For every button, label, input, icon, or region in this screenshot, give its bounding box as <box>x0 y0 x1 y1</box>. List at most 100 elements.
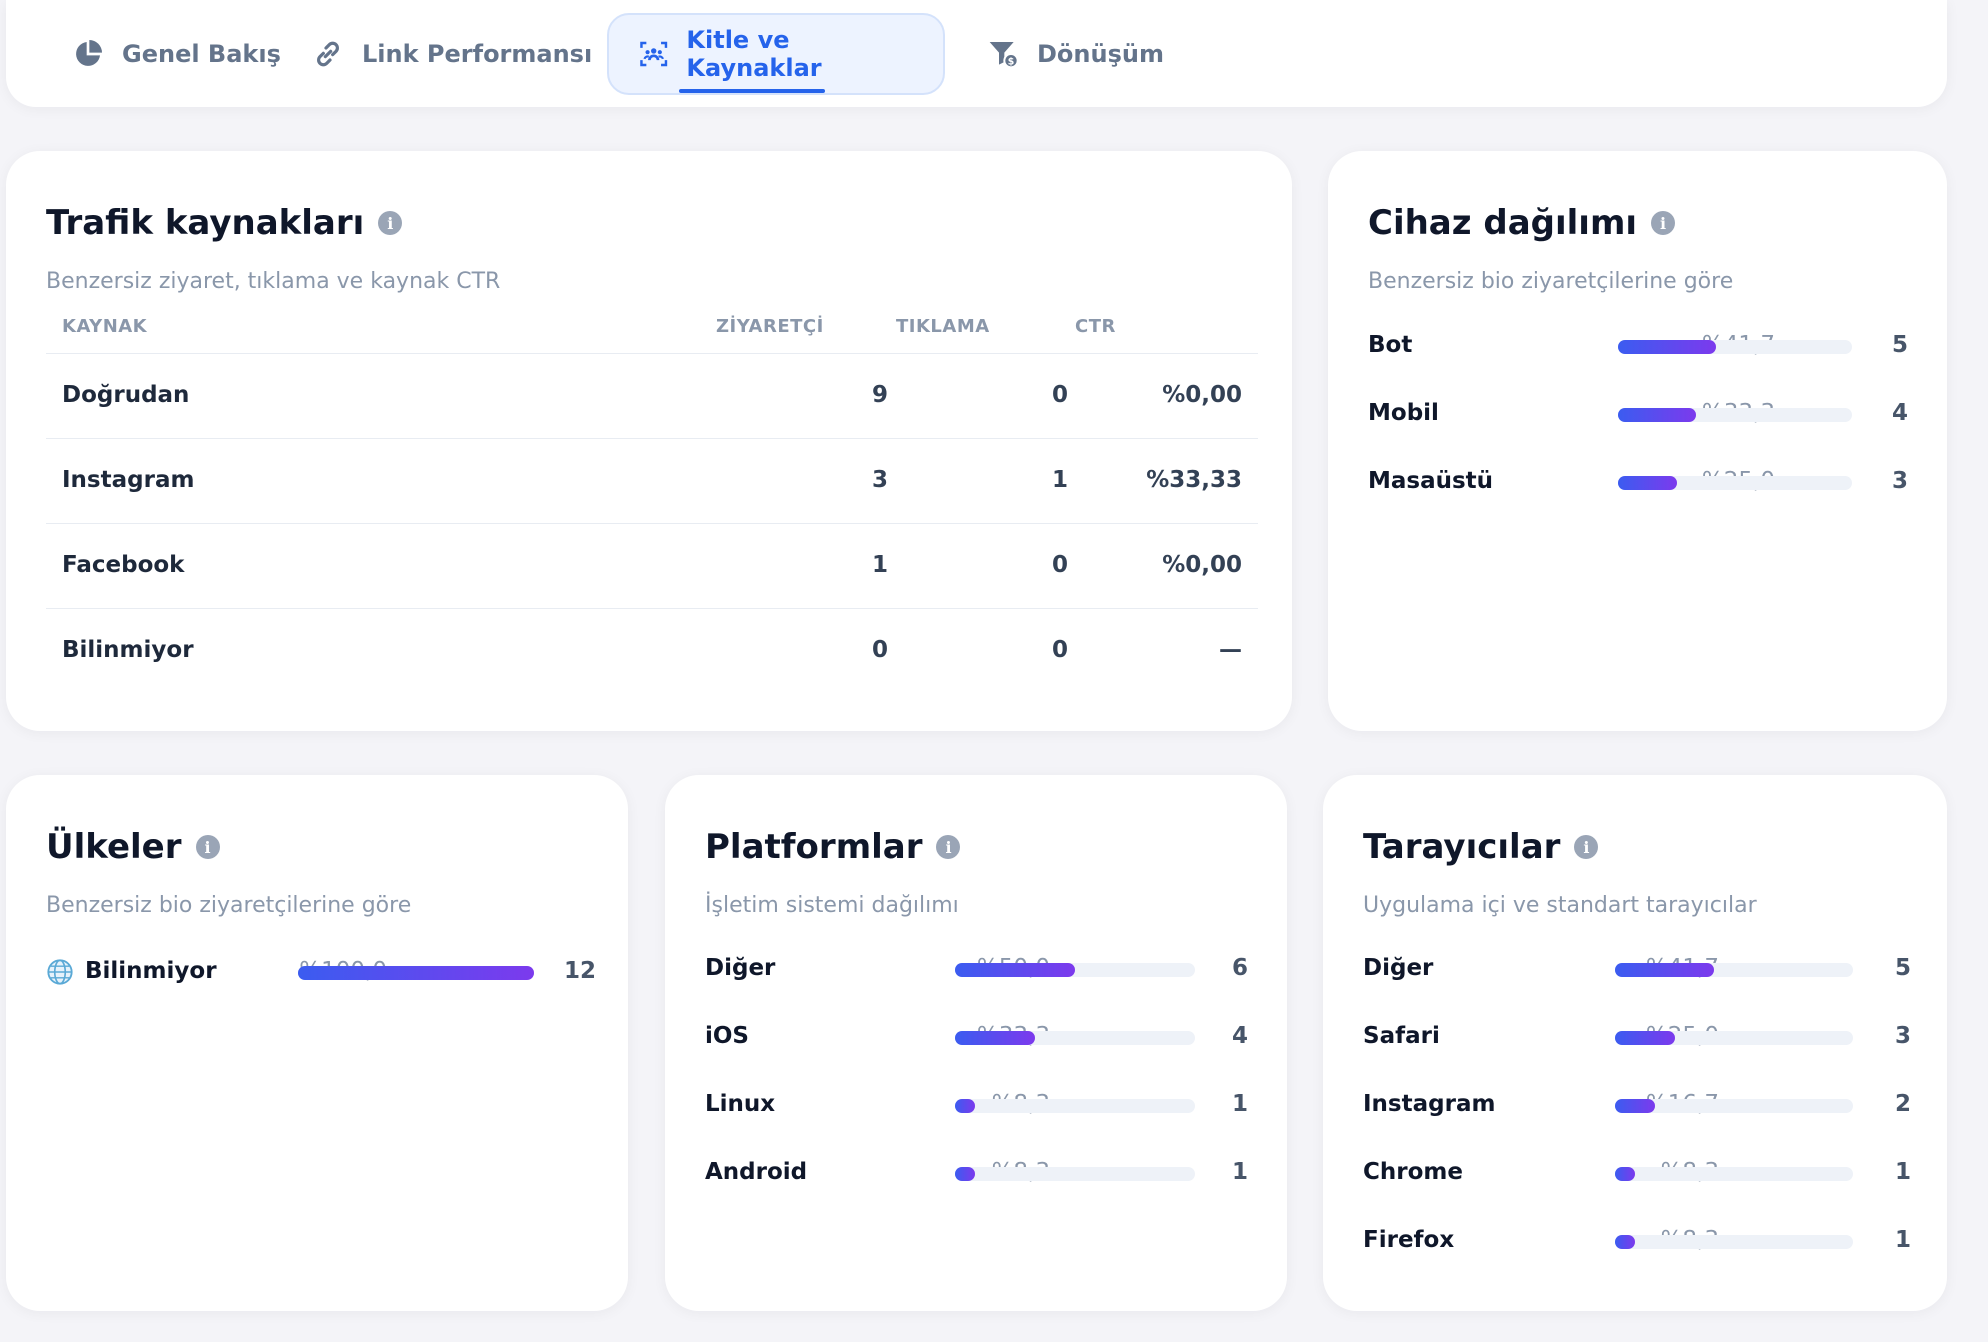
ctr-value: — <box>1219 637 1242 663</box>
bar-count: 5 <box>1891 332 1908 358</box>
visitors-value: 3 <box>871 467 888 493</box>
bar-label: Diğer <box>705 955 776 981</box>
table-row[interactable]: Bilinmiyor 0 0 — <box>46 609 1258 694</box>
card-subtitle: Benzersiz ziyaret, tıklama ve kaynak CTR <box>46 269 501 294</box>
column-header-visitors[interactable]: ZİYARETÇİ <box>716 316 824 337</box>
tab-label: Link Performansı <box>362 40 593 68</box>
bar-track <box>955 1099 1195 1113</box>
card-title: Trafik kaynakları i <box>46 203 403 243</box>
bar-label: Android <box>705 1159 808 1185</box>
bar-row[interactable]: Bot%41,75 <box>1368 326 1908 366</box>
bar-fill <box>1618 476 1677 490</box>
bar-label: Safari <box>1363 1023 1440 1049</box>
browsers-card: Tarayıcılar i Uygulama içi ve standart t… <box>1323 775 1947 1311</box>
bar-label: Chrome <box>1363 1159 1463 1185</box>
tab-genel-bakis[interactable]: Genel Bakış <box>42 13 311 95</box>
bar-row[interactable]: Mobil%33,34 <box>1368 394 1908 434</box>
bar-count: 2 <box>1894 1091 1911 1117</box>
table-row[interactable]: Facebook 1 0 %0,00 <box>46 524 1258 609</box>
bar-row[interactable]: Masaüstü%25,03 <box>1368 462 1908 502</box>
card-subtitle: Uygulama içi ve standart tarayıcılar <box>1363 893 1757 918</box>
bar-fill <box>1615 963 1714 977</box>
active-tab-indicator <box>679 89 825 93</box>
source-name: Bilinmiyor <box>62 637 194 663</box>
bar-count: 1 <box>1894 1227 1911 1253</box>
card-title: Cihaz dağılımı i <box>1368 203 1676 243</box>
bar-row[interactable]: Bilinmiyor%100,012 <box>46 952 596 992</box>
device-distribution-card: Cihaz dağılımı i Benzersiz bio ziyaretçi… <box>1328 151 1947 731</box>
info-icon[interactable]: i <box>1574 835 1599 859</box>
analytics-tab-bar: Genel Bakış Link Performansı Kitle ve Ka… <box>6 0 1947 107</box>
bar-count: 4 <box>1231 1023 1248 1049</box>
card-subtitle: Benzersiz bio ziyaretçilerine göre <box>1368 269 1734 294</box>
traffic-title: Trafik kaynakları <box>46 203 365 243</box>
bar-row[interactable]: Diğer%50,06 <box>705 949 1248 989</box>
info-icon[interactable]: i <box>195 835 220 859</box>
bar-row[interactable]: Chrome%8,31 <box>1363 1153 1911 1193</box>
card-title: Tarayıcılar i <box>1363 827 1599 867</box>
bar-fill <box>955 1031 1035 1045</box>
bar-count: 3 <box>1894 1023 1911 1049</box>
bar-count: 1 <box>1894 1159 1911 1185</box>
bar-track <box>1618 408 1852 422</box>
info-icon[interactable]: i <box>936 835 961 859</box>
bar-fill <box>1618 340 1716 354</box>
globe-icon <box>47 959 73 985</box>
visitors-value: 1 <box>871 552 888 578</box>
bar-row[interactable]: Diğer%41,75 <box>1363 949 1911 989</box>
bar-track <box>1615 1167 1853 1181</box>
card-subtitle: Benzersiz bio ziyaretçilerine göre <box>46 893 412 918</box>
tab-kitle-ve-kaynaklar[interactable]: Kitle ve Kaynaklar <box>607 13 945 95</box>
card-title: Ülkeler i <box>46 827 220 867</box>
clicks-value: 0 <box>1051 637 1068 663</box>
bar-track <box>1615 1031 1853 1045</box>
countries-card: Ülkeler i Benzersiz bio ziyaretçilerine … <box>6 775 628 1311</box>
table-row[interactable]: Doğrudan 9 0 %0,00 <box>46 354 1258 439</box>
card-subtitle: İşletim sistemi dağılımı <box>705 893 959 918</box>
bar-count: 3 <box>1891 468 1908 494</box>
bar-row[interactable]: Linux%8,31 <box>705 1085 1248 1125</box>
bar-count: 5 <box>1894 955 1911 981</box>
card-title: Platformlar i <box>705 827 961 867</box>
column-header-clicks[interactable]: TIKLAMA <box>896 316 990 337</box>
table-row[interactable]: Instagram 3 1 %33,33 <box>46 439 1258 524</box>
svg-text:$: $ <box>1008 57 1015 68</box>
source-name: Instagram <box>62 467 195 493</box>
ctr-value: %0,00 <box>1162 552 1242 578</box>
bar-row[interactable]: Android%8,31 <box>705 1153 1248 1193</box>
clicks-value: 1 <box>1051 467 1068 493</box>
bar-label: Firefox <box>1363 1227 1455 1253</box>
platforms-card: Platformlar i İşletim sistemi dağılımı D… <box>665 775 1287 1311</box>
bar-fill <box>955 1167 975 1181</box>
source-name: Doğrudan <box>62 382 190 408</box>
browsers-title: Tarayıcılar <box>1363 827 1561 867</box>
bar-label: iOS <box>705 1023 750 1049</box>
clicks-value: 0 <box>1051 552 1068 578</box>
table-header: KAYNAK ZİYARETÇİ TIKLAMA CTR <box>46 300 1258 354</box>
bar-fill <box>1615 1235 1635 1249</box>
funnel-dollar-icon: $ <box>989 42 1019 69</box>
bar-track <box>1618 340 1852 354</box>
bar-row[interactable]: Firefox%8,31 <box>1363 1221 1911 1261</box>
bar-fill <box>1618 408 1696 422</box>
traffic-sources-card: Trafik kaynakları i Benzersiz ziyaret, t… <box>6 151 1292 731</box>
column-header-ctr[interactable]: CTR <box>1075 316 1116 337</box>
column-header-source[interactable]: KAYNAK <box>62 316 148 337</box>
source-name: Facebook <box>62 552 185 578</box>
bar-track <box>1618 476 1852 490</box>
info-icon[interactable]: i <box>378 211 403 235</box>
bar-row[interactable]: Safari%25,03 <box>1363 1017 1911 1057</box>
bar-row[interactable]: iOS%33,34 <box>705 1017 1248 1057</box>
bar-label: Mobil <box>1368 400 1439 426</box>
tab-link-performansi[interactable]: Link Performansı <box>282 13 622 95</box>
bar-track <box>1615 1099 1853 1113</box>
link-icon <box>317 41 339 67</box>
bar-track <box>955 963 1195 977</box>
tab-donusum[interactable]: $ Dönüşüm <box>957 13 1194 95</box>
countries-title: Ülkeler <box>46 827 182 867</box>
bar-row[interactable]: Instagram%16,72 <box>1363 1085 1911 1125</box>
bar-count: 4 <box>1891 400 1908 426</box>
bar-track <box>955 1031 1195 1045</box>
info-icon[interactable]: i <box>1651 211 1676 235</box>
bar-label: Linux <box>705 1091 776 1117</box>
